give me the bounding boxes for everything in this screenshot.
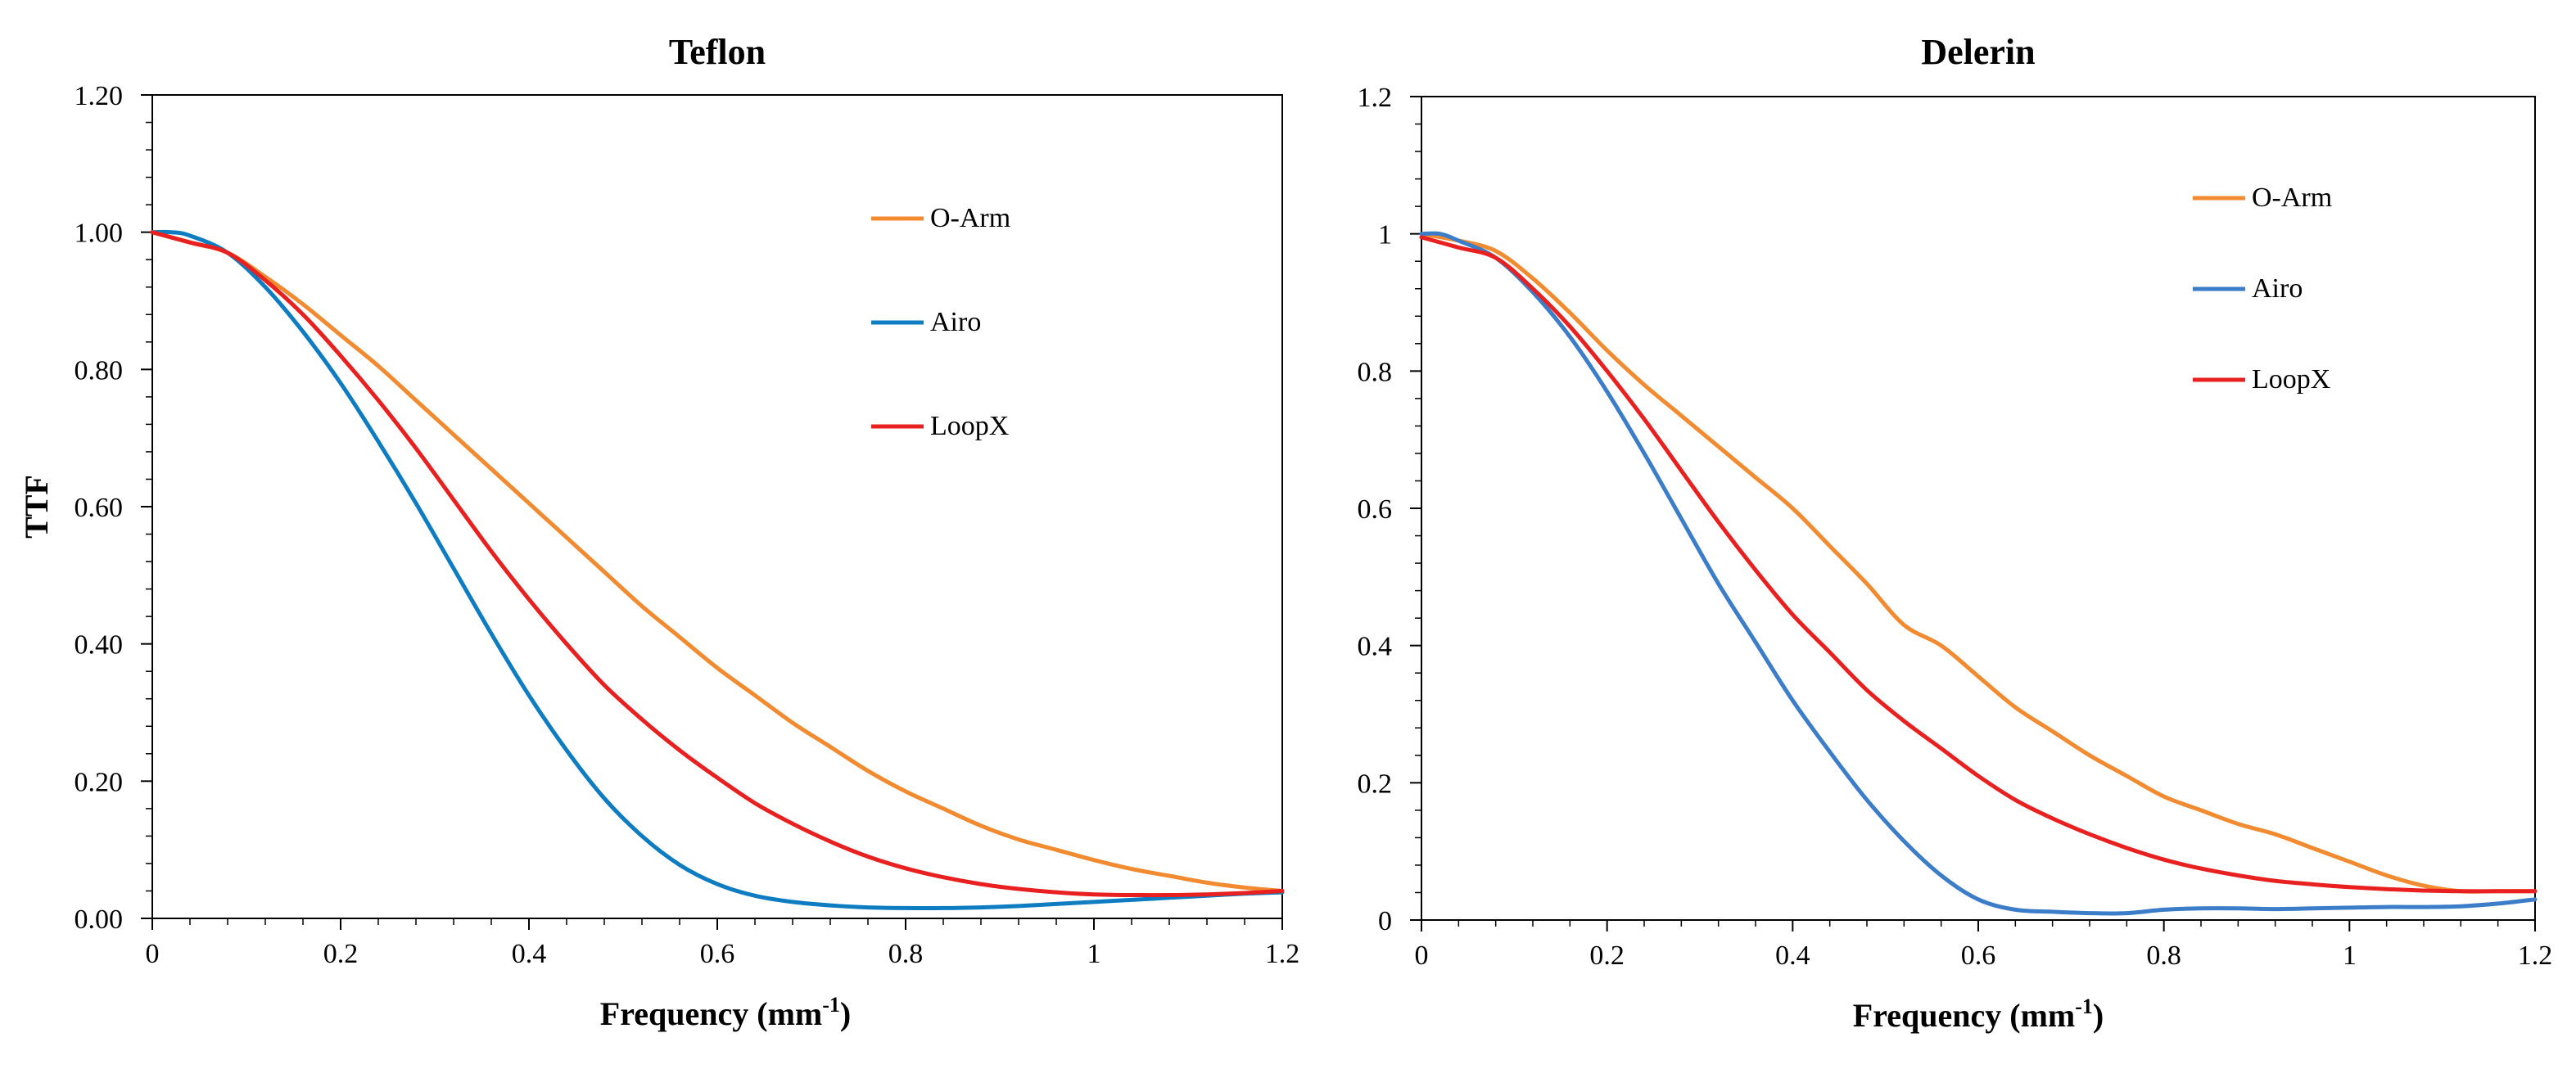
y-tick-label: 0.2 bbox=[1358, 769, 1393, 799]
y-tick-label: 0.80 bbox=[75, 355, 124, 386]
legend-label-o-arm: O-Arm bbox=[2252, 183, 2332, 213]
legend-label-airo: Airo bbox=[930, 307, 981, 337]
x-tick-label: 0 bbox=[146, 939, 160, 969]
y-tick-label: 0.6 bbox=[1358, 494, 1393, 525]
legend: O-Arm Airo LoopX bbox=[2193, 183, 2332, 395]
series-line-o-arm bbox=[150, 230, 1285, 893]
legend-label-loopx: LoopX bbox=[930, 411, 1009, 441]
x-axis-title-close: ) bbox=[840, 995, 851, 1032]
y-tick-label: 1 bbox=[1378, 220, 1392, 250]
y-tick-label: 1.2 bbox=[1358, 83, 1393, 113]
x-axis-title-main: Frequency (mm bbox=[600, 995, 822, 1032]
x-tick-label: 1 bbox=[1087, 939, 1101, 969]
series-line-airo bbox=[150, 229, 1285, 911]
series-line-o-arm bbox=[1419, 232, 2538, 894]
x-axis-title-close: ) bbox=[2093, 997, 2104, 1034]
y-tick-label: 0.00 bbox=[75, 904, 124, 935]
axis-ticks: 0 0.2 0.4 0.6 0.8 1 1.2 0 0.2 0.4 0.6 0.8 1 1.2 bbox=[1358, 83, 2553, 971]
x-tick-label: 0.8 bbox=[888, 939, 924, 969]
legend-label-loopx: LoopX bbox=[2252, 364, 2330, 395]
x-axis-title: Frequency (mm-1) bbox=[1853, 995, 2104, 1034]
x-tick-label: 0.6 bbox=[700, 939, 735, 969]
x-axis-title-sup: -1 bbox=[2075, 995, 2093, 1018]
legend-label-airo: Airo bbox=[2252, 273, 2303, 304]
chart-title: Delerin bbox=[1921, 32, 2035, 72]
plot-frame bbox=[151, 94, 1283, 919]
chart-teflon: 0 0.2 0.4 0.6 0.8 1 1.2 0.00 0.20 0.40 0.60 0.80 1.0… bbox=[18, 32, 1299, 1032]
y-tick-label: 0.8 bbox=[1358, 357, 1393, 387]
x-tick-label: 0.2 bbox=[323, 939, 359, 969]
y-tick-label: 0.60 bbox=[75, 493, 124, 523]
chart-title: Teflon bbox=[669, 32, 766, 72]
legend-label-o-arm: O-Arm bbox=[930, 203, 1010, 233]
x-tick-label: 1.2 bbox=[1265, 939, 1300, 969]
x-axis-title-sup: -1 bbox=[822, 993, 840, 1017]
x-tick-label: 0.6 bbox=[1961, 940, 1996, 971]
series-line-loopx bbox=[1419, 235, 2538, 894]
x-axis-title: Frequency (mm-1) bbox=[600, 993, 851, 1032]
x-tick-label: 1.2 bbox=[2518, 940, 2553, 971]
axis-ticks: 0 0.2 0.4 0.6 0.8 1 1.2 0.00 0.20 0.40 0.60 0.80 1.0… bbox=[75, 81, 1300, 969]
y-tick-label: 1.00 bbox=[75, 219, 124, 249]
y-tick-label: 0.20 bbox=[75, 767, 124, 797]
y-tick-label: 0.4 bbox=[1358, 632, 1393, 662]
series-group bbox=[150, 229, 1285, 911]
series-line-airo bbox=[1419, 231, 2538, 916]
x-tick-label: 0.4 bbox=[1775, 940, 1810, 971]
x-tick-label: 0 bbox=[1415, 940, 1429, 971]
x-tick-label: 1 bbox=[2343, 940, 2357, 971]
series-line-loopx bbox=[150, 230, 1285, 898]
y-axis-title: TTF bbox=[18, 475, 55, 539]
y-tick-label: 0.40 bbox=[75, 630, 124, 661]
plot-frame bbox=[1421, 96, 2536, 921]
y-tick-label: 0 bbox=[1378, 906, 1392, 936]
x-tick-label: 0.8 bbox=[2146, 940, 2181, 971]
x-tick-label: 0.4 bbox=[512, 939, 547, 969]
legend: O-Arm Airo LoopX bbox=[871, 203, 1010, 441]
x-tick-label: 0.2 bbox=[1589, 940, 1625, 971]
y-tick-label: 1.20 bbox=[75, 81, 124, 111]
x-axis-title-main: Frequency (mm bbox=[1853, 997, 2075, 1034]
chart-delerin: 0 0.2 0.4 0.6 0.8 1 1.2 0 0.2 0.4 0.6 0.8 1 1.2 Deler… bbox=[1358, 32, 2553, 1034]
series-group bbox=[1419, 231, 2538, 916]
